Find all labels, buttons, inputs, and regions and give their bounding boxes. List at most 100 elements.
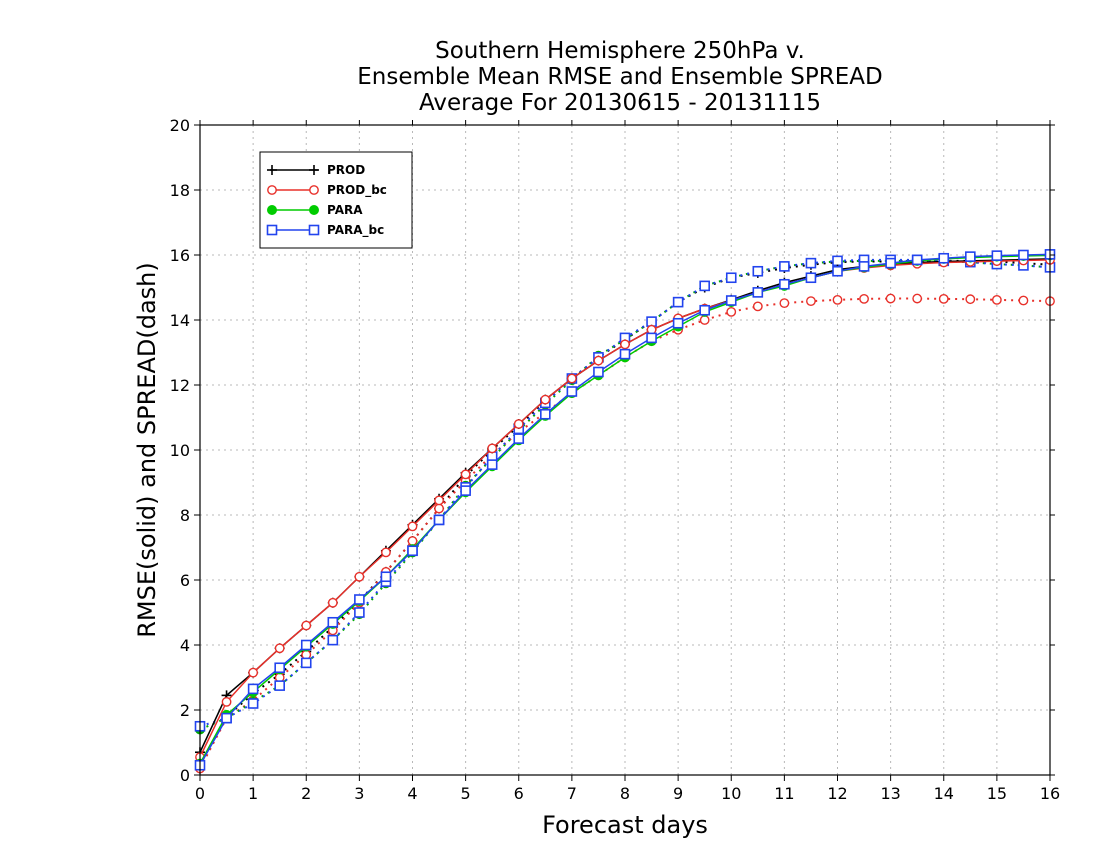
x-tick-label: 15 — [987, 784, 1007, 803]
data-point — [805, 272, 817, 284]
x-tick-label: 14 — [934, 784, 954, 803]
y-tick-label: 18 — [170, 181, 190, 200]
data-point — [248, 667, 259, 678]
data-point — [832, 294, 843, 305]
data-point — [832, 265, 843, 277]
legend-marker — [309, 205, 319, 215]
legend-items: PROD PROD_bc PARA PARA_bc — [266, 163, 387, 238]
chart-title-line-2: Ensemble Mean RMSE and Ensemble SPREAD — [357, 64, 882, 90]
data-point — [991, 250, 1003, 261]
legend-marker — [267, 185, 277, 195]
legend-marker — [267, 205, 277, 215]
data-point — [699, 315, 710, 325]
x-axis-title: Forecast days — [542, 811, 708, 839]
legend-label: PROD_bc — [327, 183, 387, 198]
data-point — [806, 296, 816, 307]
legend: PROD PROD_bc PARA PARA_bc — [259, 151, 413, 249]
data-point — [752, 265, 764, 277]
y-tick-label: 10 — [170, 441, 190, 460]
data-point — [991, 294, 1002, 305]
x-tick-label: 8 — [620, 784, 630, 803]
x-tick-label: 13 — [880, 784, 900, 803]
data-point — [434, 495, 444, 506]
data-point — [487, 443, 498, 454]
legend-label: PARA_bc — [327, 223, 384, 238]
legend-label: PARA — [327, 203, 363, 217]
data-point — [619, 348, 631, 360]
data-point — [274, 643, 285, 654]
data-point — [752, 301, 763, 312]
data-point — [513, 433, 525, 444]
data-point — [327, 597, 338, 608]
data-point — [726, 306, 737, 317]
data-point — [938, 252, 950, 264]
data-point — [646, 332, 657, 344]
data-point — [672, 317, 684, 329]
y-tick-label: 20 — [170, 116, 190, 135]
data-point — [300, 639, 312, 651]
data-point — [274, 662, 285, 674]
grid — [200, 125, 1050, 775]
data-point — [221, 696, 232, 707]
data-point — [725, 272, 737, 284]
data-point — [832, 255, 843, 267]
data-point — [752, 287, 764, 298]
data-point — [779, 298, 790, 308]
y-tick-label: 12 — [170, 376, 190, 395]
data-point — [354, 607, 365, 618]
x-tick-label: 7 — [567, 784, 577, 803]
rmse-series-1 — [195, 254, 1055, 763]
legend-marker — [267, 165, 277, 175]
data-point — [593, 366, 604, 378]
chart-title-line-3: Average For 20130615 - 20131115 — [419, 90, 821, 116]
data-point — [858, 261, 870, 272]
x-tick-label: 9 — [673, 784, 683, 803]
data-point — [486, 459, 498, 470]
data-point — [434, 503, 444, 514]
x-tick-label: 10 — [721, 784, 741, 803]
data-point — [460, 485, 471, 496]
data-point — [1018, 295, 1029, 306]
spread-series-6 — [195, 255, 1055, 735]
data-point — [805, 257, 817, 269]
data-point — [593, 355, 604, 366]
legend-item: PARA — [267, 203, 363, 217]
data-point — [247, 683, 259, 695]
x-tick-label: 12 — [827, 784, 847, 803]
x-tick-label: 1 — [248, 784, 258, 803]
data-point — [885, 293, 896, 304]
data-point — [327, 616, 339, 628]
data-point — [779, 278, 790, 290]
data-point — [965, 294, 976, 305]
data-point — [301, 620, 312, 631]
data-point — [407, 545, 418, 557]
data-point — [407, 521, 418, 532]
legend-marker — [308, 224, 320, 236]
data-point — [354, 594, 365, 605]
data-point — [460, 469, 471, 480]
data-point — [221, 712, 232, 724]
legend-label: PROD — [327, 163, 365, 177]
data-point — [540, 394, 551, 405]
data-point — [699, 304, 710, 316]
data-point — [380, 571, 392, 583]
data-point — [859, 293, 869, 304]
data-point — [672, 296, 684, 308]
data-point — [381, 547, 391, 558]
legend-item: PROD — [267, 163, 365, 177]
data-point — [540, 408, 551, 420]
data-point — [300, 657, 312, 669]
data-point — [725, 295, 737, 306]
data-point — [566, 373, 577, 384]
data-point — [938, 293, 949, 304]
y-tick-label: 4 — [180, 636, 190, 655]
x-tick-label: 3 — [354, 784, 364, 803]
ticks-layer: 0 1 2 3 4 5 6 7 8 9 10 11 12 13 14 15 160246810121416182… — [170, 116, 1061, 803]
y-tick-label: 16 — [170, 246, 190, 265]
data-point — [620, 339, 630, 350]
data-point — [433, 514, 445, 526]
data-point — [354, 571, 365, 582]
data-point — [513, 419, 524, 429]
